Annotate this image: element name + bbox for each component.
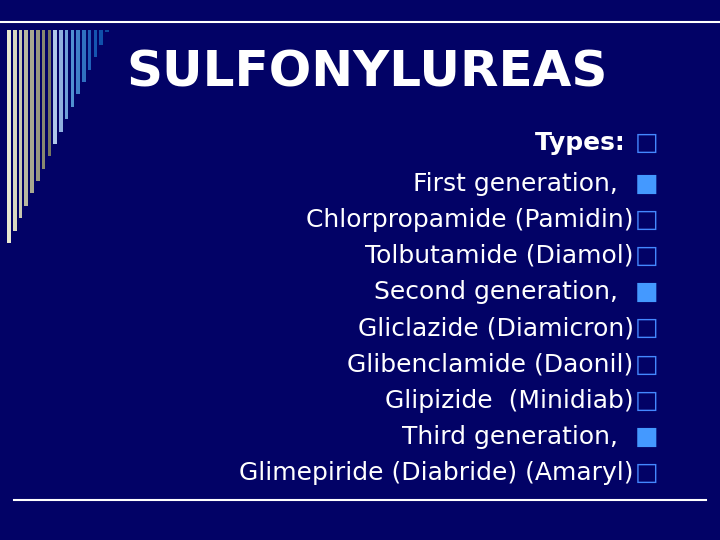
FancyBboxPatch shape (36, 30, 40, 181)
Text: First generation,: First generation, (413, 172, 634, 195)
FancyBboxPatch shape (88, 30, 91, 70)
Text: Glipizide  (Minidiab)□: Glipizide (Minidiab)□ (361, 389, 634, 413)
Text: □: □ (634, 208, 658, 232)
Text: Types: □: Types: □ (511, 131, 634, 155)
FancyBboxPatch shape (19, 30, 22, 218)
Text: □: □ (634, 389, 658, 413)
FancyBboxPatch shape (24, 30, 28, 206)
FancyBboxPatch shape (42, 30, 45, 168)
Text: Glibenclamide (Daonil)□: Glibenclamide (Daonil)□ (324, 353, 634, 376)
FancyBboxPatch shape (30, 30, 34, 193)
FancyBboxPatch shape (71, 30, 74, 107)
Text: □: □ (634, 461, 658, 485)
Text: ■: ■ (634, 172, 658, 195)
FancyBboxPatch shape (105, 30, 109, 32)
FancyBboxPatch shape (7, 30, 11, 243)
Text: Glipizide  (Minidiab): Glipizide (Minidiab) (385, 389, 634, 413)
Text: Second generation,  ■: Second generation, ■ (350, 280, 634, 304)
Text: Gliclazide (Diamicron)□: Gliclazide (Diamicron)□ (334, 316, 634, 340)
FancyBboxPatch shape (13, 30, 17, 231)
FancyBboxPatch shape (82, 30, 86, 82)
Text: First generation,  ■: First generation, ■ (389, 172, 634, 195)
Text: □: □ (634, 316, 658, 340)
FancyBboxPatch shape (76, 30, 80, 94)
Text: ■: ■ (634, 280, 658, 304)
Text: Glibenclamide (Daonil): Glibenclamide (Daonil) (347, 353, 634, 376)
Text: ■: ■ (634, 425, 658, 449)
FancyBboxPatch shape (59, 30, 63, 132)
Text: □: □ (634, 131, 658, 155)
Text: Types:: Types: (535, 131, 634, 155)
Text: □: □ (634, 353, 658, 376)
FancyBboxPatch shape (65, 30, 68, 119)
Text: Glimepiride (Diabride) (Amaryl): Glimepiride (Diabride) (Amaryl) (239, 461, 634, 485)
Text: Tolbutamide (Diamol): Tolbutamide (Diamol) (365, 244, 634, 268)
Text: Tolbutamide (Diamol)□: Tolbutamide (Diamol)□ (341, 244, 634, 268)
FancyBboxPatch shape (48, 30, 51, 156)
Text: □: □ (634, 244, 658, 268)
Text: Chlorpropamide (Pamidin)□: Chlorpropamide (Pamidin)□ (282, 208, 634, 232)
Text: Gliclazide (Diamicron): Gliclazide (Diamicron) (358, 316, 634, 340)
Text: Third generation,: Third generation, (402, 425, 634, 449)
Text: Third generation,  ■: Third generation, ■ (378, 425, 634, 449)
Text: SULFONYLUREAS: SULFONYLUREAS (126, 49, 608, 97)
FancyBboxPatch shape (99, 30, 103, 45)
Text: Glimepiride (Diabride) (Amaryl)□: Glimepiride (Diabride) (Amaryl)□ (215, 461, 634, 485)
FancyBboxPatch shape (53, 30, 57, 144)
Text: Second generation,: Second generation, (374, 280, 634, 304)
FancyBboxPatch shape (94, 30, 97, 57)
Text: Chlorpropamide (Pamidin): Chlorpropamide (Pamidin) (306, 208, 634, 232)
